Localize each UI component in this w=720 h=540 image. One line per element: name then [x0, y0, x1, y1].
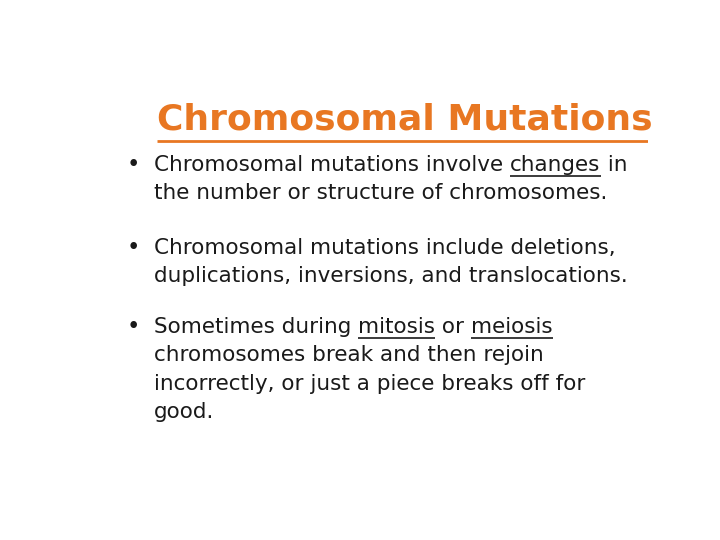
Text: the number or structure of chromosomes.: the number or structure of chromosomes.: [154, 183, 608, 203]
Text: mitosis: mitosis: [359, 317, 436, 337]
Text: duplications, inversions, and translocations.: duplications, inversions, and translocat…: [154, 266, 628, 286]
Text: •: •: [127, 153, 140, 176]
Text: •: •: [127, 236, 140, 259]
Text: or: or: [436, 317, 472, 337]
Text: Sometimes during: Sometimes during: [154, 317, 359, 337]
Text: incorrectly, or just a piece breaks off for: incorrectly, or just a piece breaks off …: [154, 374, 585, 394]
Text: •: •: [127, 315, 140, 338]
Text: good.: good.: [154, 402, 215, 422]
Text: in: in: [600, 155, 627, 175]
Text: Chromosomal mutations involve: Chromosomal mutations involve: [154, 155, 510, 175]
Text: Chromosomal Mutations: Chromosomal Mutations: [157, 102, 652, 136]
Text: changes: changes: [510, 155, 600, 175]
Text: Chromosomal mutations include deletions,: Chromosomal mutations include deletions,: [154, 238, 616, 258]
Text: chromosomes break and then rejoin: chromosomes break and then rejoin: [154, 345, 544, 365]
Text: meiosis: meiosis: [472, 317, 553, 337]
